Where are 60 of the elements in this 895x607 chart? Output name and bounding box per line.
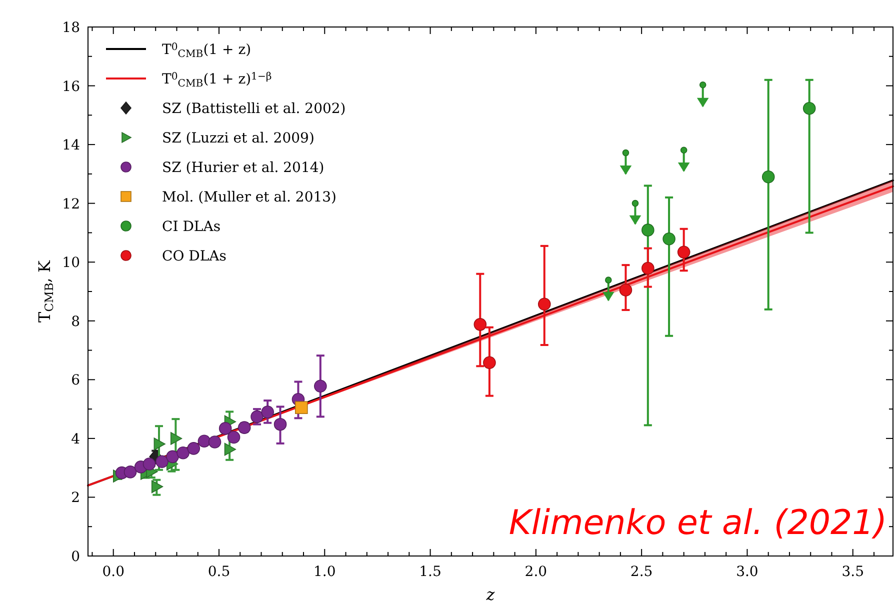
point bbox=[538, 298, 551, 311]
point bbox=[224, 442, 236, 456]
point bbox=[218, 422, 232, 435]
legend-label: SZ (Battistelli et al. 2002) bbox=[162, 101, 346, 117]
point bbox=[662, 232, 676, 246]
legend-label: T$^{0}$$_{CMB}$(1 + z)$^{1−β}$ bbox=[162, 71, 272, 89]
point bbox=[295, 401, 308, 414]
point bbox=[605, 276, 612, 284]
point bbox=[699, 81, 706, 88]
x-tick-label: 3.0 bbox=[736, 564, 758, 580]
x-tick-label: 1.0 bbox=[314, 564, 336, 580]
point bbox=[154, 438, 166, 450]
legend-label: SZ (Luzzi et al. 2009) bbox=[162, 130, 314, 146]
x-tick-label: 2.5 bbox=[630, 564, 653, 580]
point bbox=[170, 432, 182, 445]
point bbox=[238, 421, 251, 434]
point bbox=[802, 102, 816, 115]
point bbox=[156, 455, 168, 468]
point bbox=[622, 149, 630, 156]
point bbox=[642, 224, 654, 236]
point bbox=[274, 418, 287, 431]
point bbox=[314, 380, 327, 393]
point bbox=[680, 146, 688, 154]
point bbox=[176, 446, 190, 460]
point bbox=[261, 406, 274, 418]
x-tick-label: 3.5 bbox=[842, 564, 864, 580]
point bbox=[677, 246, 690, 259]
legend-label: SZ (Hurier et al. 2014) bbox=[162, 160, 324, 176]
y-tick-label: 16 bbox=[62, 78, 80, 95]
legend-label: CO DLAs bbox=[162, 248, 226, 264]
y-tick-label: 18 bbox=[62, 20, 80, 36]
y-tick-label: 6 bbox=[71, 372, 80, 389]
x-tick-label: 0.5 bbox=[208, 564, 230, 580]
point bbox=[187, 442, 200, 455]
point bbox=[619, 284, 632, 296]
point bbox=[208, 436, 222, 448]
x-tick-label: 1.5 bbox=[419, 564, 442, 580]
point bbox=[483, 356, 496, 370]
y-tick-label: 0 bbox=[71, 549, 80, 565]
x-axis-title: z bbox=[485, 585, 496, 604]
point bbox=[642, 262, 654, 275]
y-tick-label: 4 bbox=[71, 431, 80, 448]
annotation: Klimenko et al. (2021) bbox=[508, 503, 887, 543]
x-tick-label: 2.0 bbox=[524, 564, 548, 580]
y-tick-label: 8 bbox=[71, 314, 80, 330]
point bbox=[124, 466, 137, 478]
point bbox=[198, 434, 211, 448]
y-tick-label: 14 bbox=[62, 138, 80, 154]
legend-label: T$^{0}$$_{CMB}$(1 + z) bbox=[162, 42, 252, 60]
y-tick-label: 10 bbox=[62, 255, 80, 272]
point bbox=[632, 200, 639, 207]
y-tick-label: 2 bbox=[71, 490, 80, 506]
legend-label: Mol. (Muller et al. 2013) bbox=[162, 190, 337, 206]
legend-label: CI DLAs bbox=[162, 219, 221, 235]
x-tick-label: 0.0 bbox=[102, 564, 124, 580]
point bbox=[227, 430, 240, 444]
point bbox=[762, 170, 775, 184]
point bbox=[166, 450, 179, 464]
y-tick-label: 12 bbox=[62, 196, 80, 212]
point bbox=[474, 318, 487, 331]
